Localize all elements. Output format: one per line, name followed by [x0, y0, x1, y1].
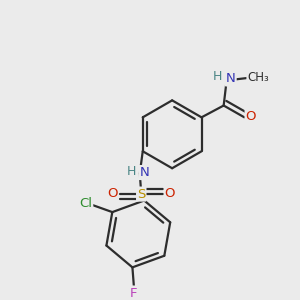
Text: O: O — [165, 187, 175, 200]
Text: F: F — [130, 286, 138, 299]
Text: H: H — [213, 70, 223, 83]
Text: Cl: Cl — [79, 197, 92, 210]
Text: N: N — [139, 166, 149, 179]
Text: O: O — [246, 110, 256, 123]
Text: CH₃: CH₃ — [247, 71, 269, 84]
Text: O: O — [107, 187, 118, 200]
Text: N: N — [226, 73, 236, 85]
Text: H: H — [127, 165, 136, 178]
Text: S: S — [137, 188, 146, 201]
